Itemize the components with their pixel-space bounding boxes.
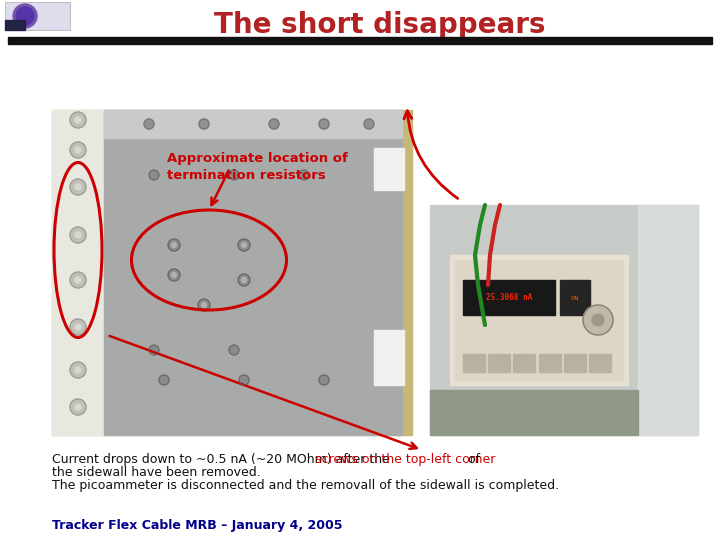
Circle shape bbox=[238, 239, 250, 251]
Bar bbox=[104, 110, 402, 435]
Circle shape bbox=[144, 119, 154, 129]
Circle shape bbox=[70, 319, 86, 335]
Circle shape bbox=[16, 7, 34, 25]
Circle shape bbox=[70, 142, 86, 158]
Text: The picoammeter is disconnected and the removall of the sidewall is completed.: The picoammeter is disconnected and the … bbox=[52, 479, 559, 492]
Bar bbox=[564, 354, 586, 372]
Bar bbox=[513, 354, 535, 372]
Circle shape bbox=[70, 362, 86, 378]
Circle shape bbox=[241, 278, 246, 282]
Text: The short disappears: The short disappears bbox=[215, 11, 546, 39]
Circle shape bbox=[168, 239, 180, 251]
Circle shape bbox=[75, 232, 81, 238]
Bar bbox=[5, 2, 70, 30]
Bar bbox=[52, 110, 104, 435]
Text: screws on the top-left corner: screws on the top-left corner bbox=[315, 453, 495, 466]
Circle shape bbox=[70, 272, 86, 288]
Circle shape bbox=[70, 227, 86, 243]
Text: Tracker Flex Cable MRB – January 4, 2005: Tracker Flex Cable MRB – January 4, 2005 bbox=[52, 519, 343, 532]
Circle shape bbox=[239, 375, 249, 385]
Circle shape bbox=[199, 119, 209, 129]
Text: ON: ON bbox=[571, 295, 579, 300]
Bar bbox=[488, 354, 510, 372]
Bar bbox=[430, 390, 638, 435]
Text: of: of bbox=[464, 453, 480, 466]
Bar bbox=[455, 260, 623, 380]
Circle shape bbox=[319, 375, 329, 385]
Bar bbox=[463, 280, 555, 315]
Circle shape bbox=[168, 269, 180, 281]
Circle shape bbox=[171, 242, 176, 247]
Bar bbox=[5, 20, 25, 30]
Circle shape bbox=[229, 345, 239, 355]
Circle shape bbox=[364, 119, 374, 129]
Bar bbox=[589, 354, 611, 372]
Circle shape bbox=[319, 119, 329, 129]
Text: Current drops down to ~0.5 nA (~20 MOhm) after the: Current drops down to ~0.5 nA (~20 MOhm)… bbox=[52, 453, 394, 466]
Circle shape bbox=[75, 184, 81, 190]
Bar bbox=[104, 110, 402, 138]
Circle shape bbox=[149, 170, 159, 180]
Circle shape bbox=[229, 170, 239, 180]
Circle shape bbox=[171, 273, 176, 278]
Circle shape bbox=[202, 302, 207, 307]
Circle shape bbox=[198, 299, 210, 311]
Circle shape bbox=[238, 274, 250, 286]
Circle shape bbox=[70, 179, 86, 195]
Circle shape bbox=[583, 305, 613, 335]
Bar bbox=[450, 255, 628, 385]
Text: 25.3068 nA: 25.3068 nA bbox=[486, 294, 532, 302]
Circle shape bbox=[159, 375, 169, 385]
Text: Approximate location of
termination resistors: Approximate location of termination resi… bbox=[167, 152, 348, 182]
Circle shape bbox=[149, 345, 159, 355]
Circle shape bbox=[75, 117, 81, 123]
Circle shape bbox=[70, 399, 86, 415]
Circle shape bbox=[75, 147, 81, 153]
Bar bbox=[560, 280, 590, 315]
Bar bbox=[463, 354, 485, 372]
Bar bbox=[539, 354, 561, 372]
Circle shape bbox=[241, 242, 246, 247]
Circle shape bbox=[592, 314, 604, 326]
Bar bbox=[374, 148, 404, 190]
Text: the sidewall have been removed.: the sidewall have been removed. bbox=[52, 466, 261, 479]
Circle shape bbox=[299, 170, 309, 180]
Circle shape bbox=[75, 324, 81, 330]
Circle shape bbox=[75, 367, 81, 373]
Circle shape bbox=[75, 404, 81, 410]
Bar bbox=[52, 110, 412, 435]
Circle shape bbox=[13, 4, 37, 28]
Bar bbox=[374, 330, 404, 385]
Bar bbox=[430, 205, 698, 435]
Bar bbox=[8, 37, 712, 44]
Circle shape bbox=[75, 277, 81, 283]
Circle shape bbox=[269, 119, 279, 129]
Bar bbox=[638, 205, 698, 435]
Circle shape bbox=[70, 112, 86, 128]
